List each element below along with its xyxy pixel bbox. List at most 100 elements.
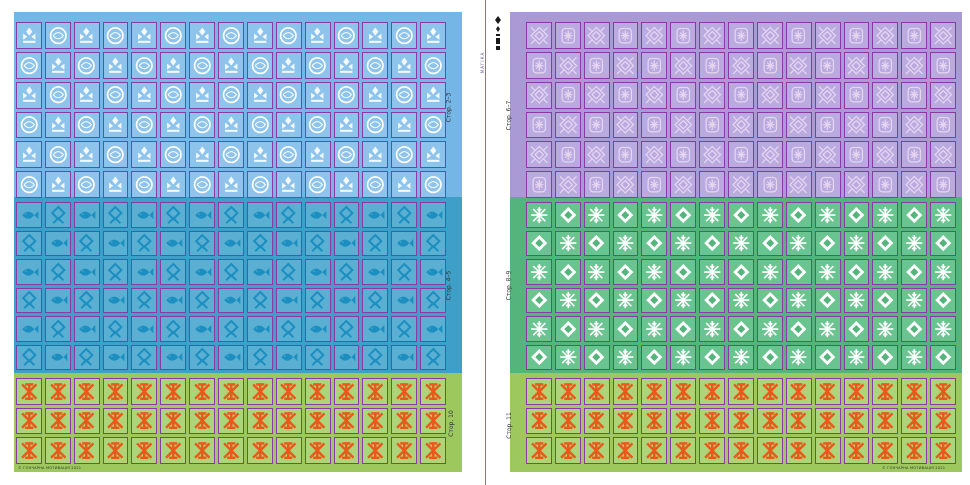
- wheat-icon: [311, 146, 324, 162]
- ornament-tile: [583, 51, 610, 79]
- snowflake-icon: [646, 263, 663, 280]
- amulet-icon: [310, 233, 326, 253]
- ornament-tile: [44, 230, 71, 256]
- fish-icon: [108, 353, 125, 362]
- rosette-icon: [763, 176, 777, 193]
- ornament-tile: [73, 344, 100, 370]
- ornament-tile: [872, 437, 899, 464]
- ornament-tile: [612, 230, 639, 256]
- logo-text: МАГІКА: [480, 51, 486, 74]
- rosette-icon: [705, 176, 719, 193]
- circle-icon: [135, 116, 153, 134]
- rosette-icon: [734, 87, 748, 103]
- ornament-tile: [304, 81, 331, 109]
- circle-icon: [107, 86, 125, 104]
- ornament-tile: [612, 259, 639, 285]
- ornament-tile: [218, 81, 244, 109]
- ornament-tile: [73, 81, 100, 109]
- ornament-tile: [189, 111, 216, 139]
- diamond-knot-icon: [876, 85, 895, 105]
- ornament-tile: [44, 171, 71, 198]
- ornament-tile: [73, 111, 100, 139]
- diamond-icon: [819, 292, 836, 309]
- ornament-tile: [843, 51, 870, 79]
- rosette-icon: [676, 87, 691, 103]
- circle-icon: [366, 116, 384, 134]
- ornament-tile: [843, 259, 870, 285]
- ornament-tile: [583, 171, 610, 198]
- ornament-tile: [785, 171, 812, 198]
- rosette-icon: [561, 87, 575, 103]
- ornament-tile: [362, 437, 389, 464]
- ornament-tile: [275, 81, 302, 109]
- diamond-icon: [877, 292, 894, 309]
- ornament-tile: [554, 378, 581, 405]
- star-cross-icon: [761, 412, 778, 430]
- ornament-tile: [814, 407, 841, 435]
- ornament-tile: [785, 81, 812, 109]
- ornament-tile: [872, 111, 899, 139]
- star-cross-icon: [251, 382, 268, 400]
- snowflake-icon: [588, 206, 605, 223]
- rosette-icon: [532, 176, 546, 193]
- ornament-tile: [526, 407, 552, 435]
- snowflake-icon: [530, 320, 548, 337]
- star-cross-icon: [646, 442, 663, 460]
- ornament-tile: [420, 230, 446, 256]
- diamond-knot-icon: [933, 145, 953, 164]
- amulet-icon: [136, 233, 152, 253]
- diamond-knot-icon: [674, 115, 693, 134]
- ornament-tile: [612, 287, 639, 313]
- ornament-tile: [333, 259, 360, 285]
- ornament-tile: [526, 437, 552, 464]
- rosette-icon: [618, 87, 633, 103]
- ornament-tile: [420, 344, 446, 370]
- ornament-tile: [641, 230, 668, 256]
- ornament-tile: [73, 141, 100, 169]
- rosette-icon: [532, 57, 546, 74]
- ornament-tile: [246, 407, 273, 435]
- ornament-tile: [189, 51, 216, 79]
- ornament-tile: [641, 81, 668, 109]
- star-cross-icon: [819, 412, 836, 430]
- ornament-tile: [814, 51, 841, 79]
- star-cross-icon: [396, 412, 413, 430]
- ornament-tile: [304, 171, 331, 198]
- ornament-tile: [612, 437, 639, 464]
- ornament-tile: [102, 287, 129, 313]
- ornament-tile: [641, 407, 668, 435]
- ornament-tile: [73, 259, 100, 285]
- ornament-tile: [16, 51, 42, 79]
- ornament-tile: [612, 111, 639, 139]
- snowflake-icon: [559, 292, 576, 309]
- circle-icon: [78, 56, 96, 74]
- ornament-tile: [728, 51, 754, 79]
- wheat-icon: [109, 57, 122, 73]
- ornament-tile: [275, 171, 302, 198]
- wheat-icon: [398, 176, 411, 192]
- ornament-tile: [189, 344, 216, 370]
- circle-icon: [309, 116, 327, 134]
- amulet-icon: [50, 262, 66, 281]
- ornament-tile: [814, 111, 841, 139]
- ornament-tile: [44, 111, 71, 139]
- ornament-tile: [756, 344, 783, 370]
- star-cross-icon: [877, 412, 894, 430]
- ornament-tile: [670, 407, 697, 435]
- ornament-tile: [246, 287, 273, 313]
- rosette-icon: [647, 117, 662, 133]
- ornament-tile: [641, 51, 668, 79]
- diamond-knot-icon: [760, 145, 779, 164]
- ornament-tile: [641, 202, 668, 228]
- ornament-tile: [641, 259, 668, 285]
- star-cross-icon: [848, 412, 865, 430]
- amulet-icon: [281, 262, 297, 281]
- ornament-tile: [641, 378, 668, 405]
- fish-icon: [281, 296, 298, 305]
- ornament-tile: [218, 344, 244, 370]
- amulet-icon: [165, 319, 181, 338]
- wheat-icon: [22, 86, 36, 103]
- ornament-tile: [583, 259, 610, 285]
- ornament-tile: [16, 316, 42, 342]
- ornament-tile: [843, 287, 870, 313]
